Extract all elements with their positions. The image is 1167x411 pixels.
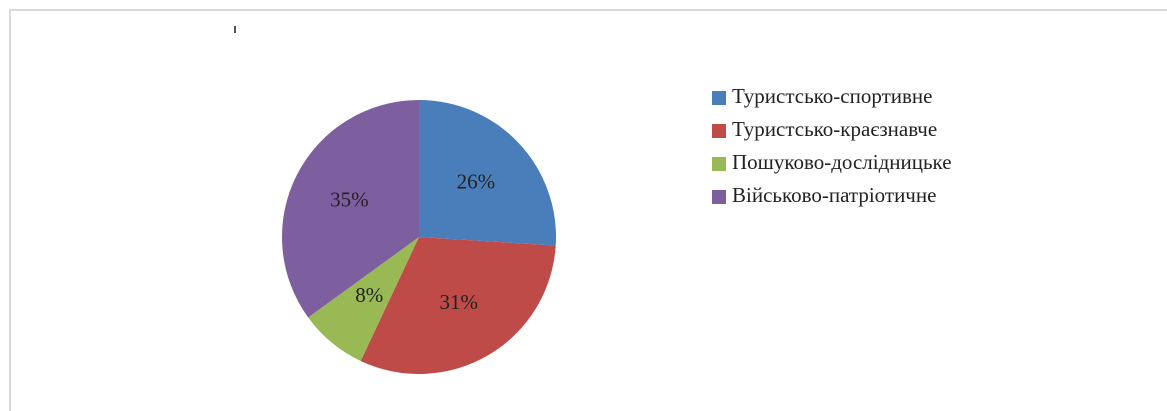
legend-label: Туристсько-краєзнавче (732, 117, 937, 141)
data-label: 8% (355, 283, 383, 307)
pie-slice (419, 100, 556, 246)
legend-label: Військово-патріотичне (732, 183, 936, 207)
pie-slice (308, 237, 419, 361)
stray-mark (234, 26, 236, 33)
legend-label: Пошуково-дослідницьке (732, 150, 952, 174)
data-label: 26% (457, 169, 496, 193)
legend-swatch (712, 157, 726, 171)
chart-frame (9, 9, 1167, 411)
legend-label: Туристсько-спортивне (732, 84, 932, 108)
legend-swatch (712, 91, 726, 105)
pie-slice (360, 237, 556, 374)
pie-slice (282, 100, 419, 318)
data-label: 31% (440, 290, 479, 314)
legend-swatch (712, 124, 726, 138)
data-label: 35% (330, 187, 369, 211)
legend-swatch (712, 190, 726, 204)
